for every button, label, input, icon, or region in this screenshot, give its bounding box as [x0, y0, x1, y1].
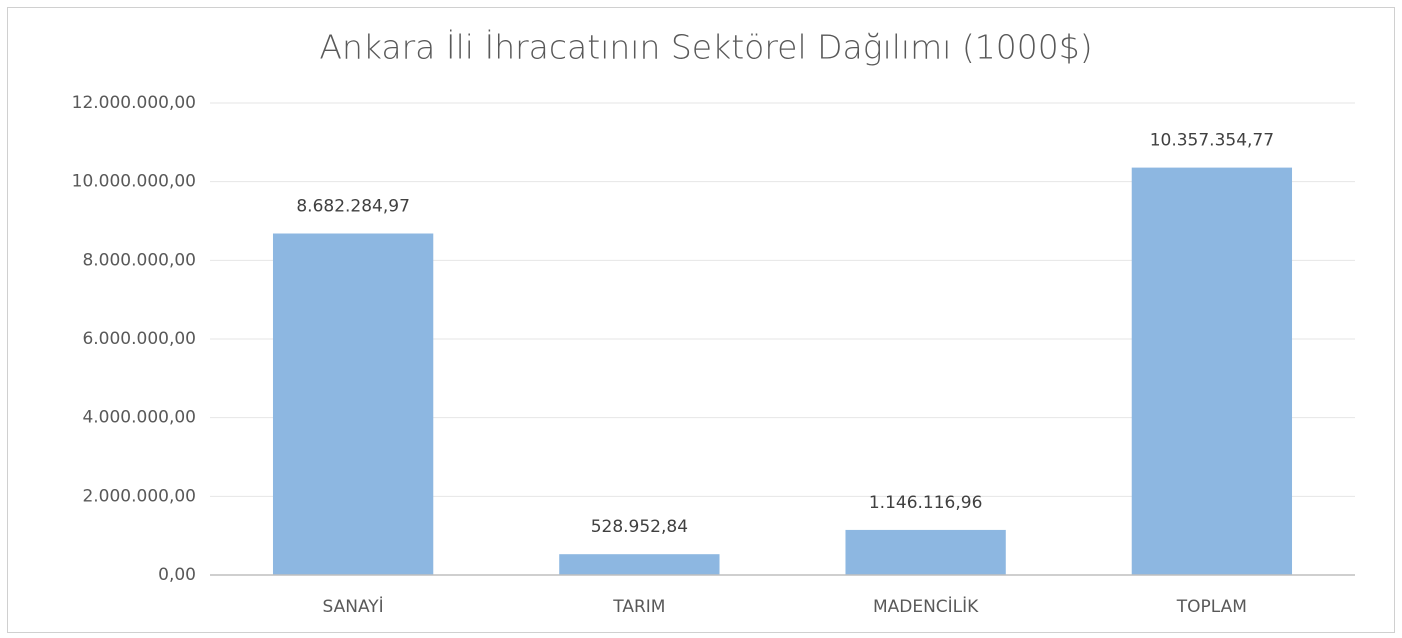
y-tick-label: 8.000.000,00 [82, 250, 196, 270]
data-label: 8.682.284,97 [296, 196, 410, 216]
x-tick-label: MADENCİLİK [873, 596, 979, 617]
x-tick-label: SANAYİ [323, 596, 384, 617]
bar [559, 554, 720, 575]
y-tick-label: 10.000.000,00 [72, 172, 196, 192]
y-tick-label: 4.000.000,00 [82, 408, 196, 428]
x-tick-label: TARIM [612, 597, 665, 617]
y-tick-label: 6.000.000,00 [82, 329, 196, 349]
y-tick-label: 0,00 [158, 565, 196, 585]
data-label: 10.357.354,77 [1150, 131, 1274, 151]
data-label: 528.952,84 [591, 517, 688, 537]
bar [845, 529, 1006, 575]
bar [272, 233, 434, 575]
y-tick-label: 12.000.000,00 [72, 93, 196, 113]
chart-title: Ankara İli İhracatının Sektörel Dağılımı… [319, 28, 1092, 67]
data-label: 1.146.116,96 [869, 493, 983, 513]
y-tick-label: 2.000.000,00 [82, 486, 196, 506]
bar [1131, 167, 1293, 575]
x-tick-label: TOPLAM [1176, 597, 1247, 617]
